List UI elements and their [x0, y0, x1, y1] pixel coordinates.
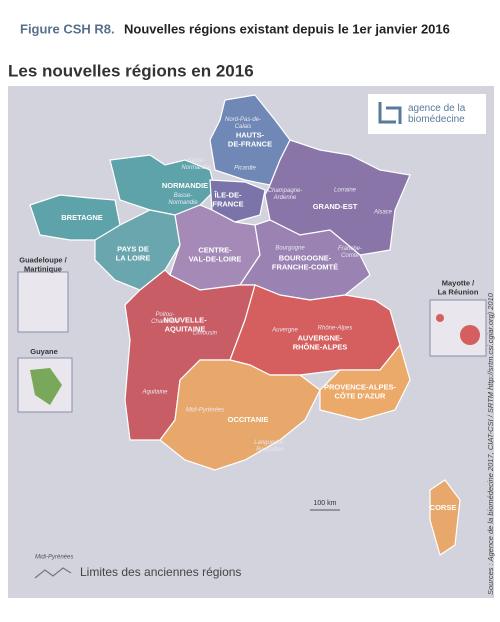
old-region-label: Ardenne: [273, 195, 297, 201]
region-label: BRETAGNE: [61, 213, 103, 222]
region-label: BOURGOGNE-: [279, 253, 332, 262]
region-label: OCCITANIE: [228, 415, 269, 424]
old-region-label: Picardie: [234, 166, 256, 172]
region: [319, 343, 411, 421]
inset-label: Guyane: [30, 347, 58, 356]
inset-label: Mayotte /: [442, 278, 475, 287]
old-region-label: Charentes: [151, 319, 179, 325]
old-region-label: Bourgogne: [275, 246, 305, 252]
old-region-label: Roussillon: [256, 447, 284, 453]
map-title: Les nouvelles régions en 2016: [8, 61, 254, 80]
region-label: PAYS DE: [117, 244, 149, 253]
region-label: LA LOIRE: [116, 253, 151, 262]
inset-box: [17, 271, 69, 333]
region-label: NORMANDIE: [162, 181, 208, 190]
logo-text: biomédecine: [408, 114, 465, 125]
old-region-label: Calais: [235, 124, 252, 130]
legend-sample: Midi-Pyrénées: [35, 555, 73, 561]
region-label: VAL-DE-LOIRE: [189, 254, 242, 263]
old-region-label: Lorraine: [334, 188, 357, 194]
old-region-label: Franche-: [338, 246, 362, 252]
logo-icon: [378, 102, 402, 124]
region-label: GRAND-EST: [313, 202, 358, 211]
old-region-label: Alsace: [373, 210, 393, 216]
region: [429, 479, 461, 556]
region-label: PROVENCE-ALPES-: [324, 382, 397, 391]
region-label: RHÔNE-ALPES: [293, 342, 348, 351]
inset-label: Guadeloupe /: [19, 255, 67, 264]
figure-label: Figure CSH R8.: [20, 21, 115, 36]
old-region-label: Comté: [341, 253, 359, 259]
region-label: AUVERGNE-: [297, 333, 343, 342]
old-region-label: Rhône-Alpes: [318, 326, 353, 332]
legend-line: [34, 567, 72, 579]
old-region-label: Midi-Pyrénées: [186, 408, 224, 414]
region-label: HAUTS-: [236, 130, 265, 139]
inset-shape: [460, 325, 480, 345]
source: Sources : Agence de la biomédecine 2017,…: [486, 292, 495, 595]
region-label: FRANCE: [212, 199, 243, 208]
region: [109, 154, 216, 216]
region-label: FRANCHE-COMTÉ: [272, 262, 338, 271]
inset-label: La Réunion: [438, 287, 479, 296]
old-region-label: Normandie: [168, 200, 198, 206]
legend-label: Limites des anciennes régions: [80, 565, 241, 579]
old-region-label: Champagne-: [268, 188, 303, 194]
old-region-label: Nord-Pas-de-: [225, 117, 261, 123]
old-region-label: Basse-: [174, 193, 193, 199]
region-label: DE-FRANCE: [228, 139, 272, 148]
old-region-label: Aquitaine: [141, 390, 168, 396]
inset-box: [429, 299, 487, 357]
region-label: CÔTE D'AZUR: [335, 391, 387, 400]
old-region-label: Limousin: [193, 331, 218, 337]
logo-text: agence de la: [408, 103, 466, 114]
old-region-label: Poitou-: [155, 312, 174, 318]
old-region-label: Auvergne: [271, 328, 298, 334]
region-label: CORSE: [430, 503, 457, 512]
logo-box: [368, 94, 486, 134]
region-label: CENTRE-: [198, 245, 232, 254]
inset-shape: [30, 368, 62, 405]
old-region-label: Normandie: [181, 165, 211, 171]
labels: HAUTS-DE-FRANCE NORMANDIE ÎLE-DE-FRANCE GRA…: [19, 117, 479, 512]
region-label: AQUITAINE: [165, 324, 206, 333]
region: [94, 209, 181, 291]
scale-label: 100 km: [314, 500, 337, 507]
inset-label: Martinique: [24, 264, 62, 273]
inset-shape: [436, 314, 444, 322]
figure-title: Nouvelles régions existant depuis le 1er…: [124, 21, 450, 36]
region-label: NOUVELLE-: [163, 315, 207, 324]
old-region-label: Languedoc-: [254, 440, 286, 446]
regions: [29, 94, 461, 556]
region-label: ÎLE-DE-: [213, 190, 242, 199]
old-region-label: Haute-: [187, 158, 205, 164]
